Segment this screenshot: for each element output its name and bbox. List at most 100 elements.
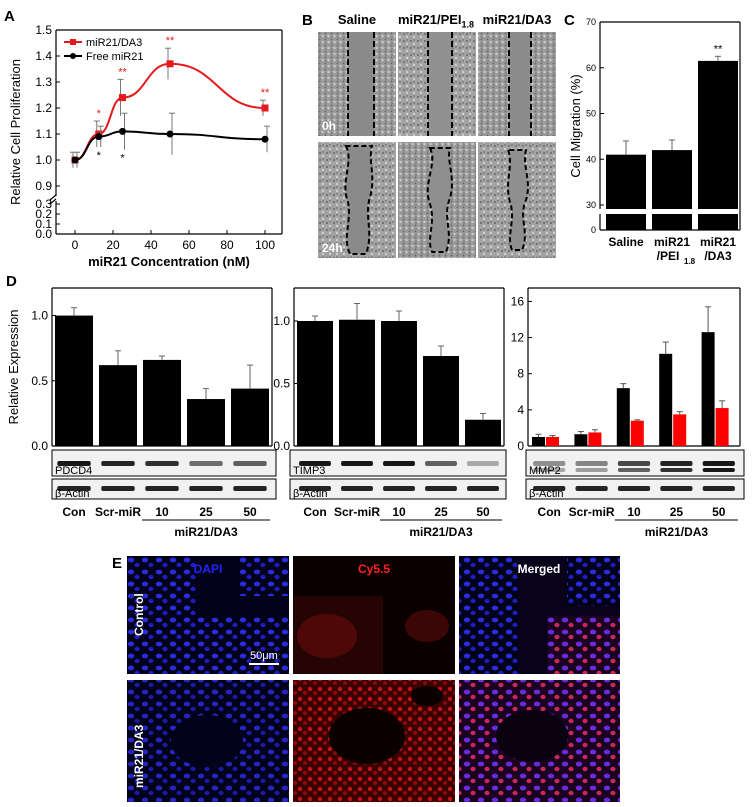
mir21-da3-significance: ** [261,87,270,99]
column-label-merged: Merged [518,562,561,576]
column-label-pei: miR21/PEI1.8 [397,12,475,30]
lane-label: 10 [392,505,406,519]
mir21-da3-point [166,60,174,68]
fluor-control-merged [459,556,620,674]
blot-band-actin [341,486,373,491]
category-label: /PEI [657,249,680,263]
y-axis-label: Relative Cell Proliferation [8,59,23,205]
blot-band-actin [233,486,267,491]
mir21-da3-line [74,62,266,161]
y-tick-label: 60 [586,63,596,73]
lane-label: 50 [476,505,490,519]
x-tick-label: 100 [255,238,275,252]
y-tick-label: 1.0 [273,314,290,328]
free-mir21-significance: * [97,150,102,162]
panel-label-e: E [112,555,123,572]
axis-break-band [651,209,693,214]
lane-label: Scr-miR [334,505,380,519]
expression-bar [187,399,225,446]
expression-bar [55,315,93,446]
blot-band-actin [383,486,415,491]
expression-bar [339,319,375,446]
y-tick-label: 8 [517,367,524,381]
free-mir21-significance: * [120,153,125,165]
axis-break-band [605,209,647,214]
migration-significance: ** [714,43,723,55]
expression-bar-red [588,432,602,446]
fluorescence-grid: 50μm DAPI Cy5.5 Merged Control miR21/DA3 [127,556,620,802]
time-label-0h: 0h [322,119,336,133]
expression-bar [99,365,137,446]
y-tick-label: 0 [517,439,524,453]
blot-band-protein-lower [617,468,651,472]
y-axis-label: Cell Migration (%) [568,74,583,177]
y-axis-label: Relative Expression [6,310,21,425]
mir21-da3-significance: ** [166,35,175,47]
blot-band-actin [101,486,135,491]
y-tick-label: 0.0 [35,227,52,241]
free-mir21-point [71,156,79,164]
x-tick-label: 20 [106,238,120,252]
lane-label: Con [303,505,326,519]
migration-bar [698,60,738,231]
panel-label-a: A [4,8,15,25]
fluor-da3-dapi [127,680,289,802]
y-tick-label: 50 [586,109,596,119]
x-tick-label: 80 [220,238,234,252]
y-tick-label: 1.1 [35,127,52,141]
row-label-mir21-da3: miR21/DA3 [132,724,146,788]
lane-label: 25 [199,505,213,519]
time-label-24h: 24h [322,241,343,255]
expression-bar-red [546,436,559,446]
expression-bar-red [630,420,644,446]
micrograph-grid: 0h 24h [318,32,556,258]
category-label: miR21 [654,235,690,249]
y-tick-label: 1.4 [35,49,52,63]
blot-band-actin [660,486,693,491]
lane-label: Scr-miR [95,505,141,519]
y-tick-label: 0.1 [35,217,52,231]
expression-bar [297,321,333,446]
fluorescence-panel: 50μm DAPI Cy5.5 Merged Control miR21/DA3 [127,556,620,802]
migration-bar [606,154,646,230]
y-tick-label: 0.0 [273,439,290,453]
lane-label: 50 [243,505,257,519]
blot-band-actin [533,486,566,491]
blot-band-protein [425,461,457,466]
blot-band-actin [425,486,457,491]
y-tick-label: 1.0 [35,153,52,167]
y-tick-label: 1.2 [35,101,52,115]
expression-bar-black [659,353,673,446]
y-tick-label: 0.0 [31,439,48,453]
blot-band-protein-lower [660,468,693,472]
mir21-da3-point [261,104,269,112]
fluor-da3-cy55 [293,680,455,802]
expression-bar-black [616,388,630,446]
blot-band-protein-lower [575,468,608,472]
x-tick-label: 0 [72,238,79,252]
blot-band-protein [660,461,693,466]
x-axis-label: miR21 Concentration (nM) [88,254,250,269]
mir21-da3-significance: ** [118,66,127,78]
expression-bar [231,388,269,446]
expression-bar-red [715,408,729,446]
expression-bar-black [701,332,715,446]
blot-band-actin [702,486,735,491]
expression-bar [381,321,417,446]
blot-band-actin [189,486,223,491]
y-tick-label: 16 [511,294,525,308]
y-tick-label: 0.9 [35,179,52,193]
y-tick-label: 12 [511,331,525,345]
timp3-expression-chart: 0.0 0.5 1.0 Con Scr-miR 10 25 50 TIMP3 β-Actin miR… [273,287,507,539]
micrograph-24h-pei [398,142,476,258]
blot-band-actin [57,486,91,491]
blot-band-protein [702,461,735,466]
panel-label-b: B [302,12,313,29]
y-tick-label: 70 [586,17,596,27]
expression-bar-red [673,414,687,446]
blot-band-protein [233,461,267,466]
x-tick-label: 60 [182,238,196,252]
blot-band-protein [341,461,373,466]
mir21-da3-point [119,94,126,102]
mmp2-expression-chart: 0 4 8 12 16 Con Scr-miR 10 25 50 MMP2 β-Actin miR21/… [511,287,745,539]
